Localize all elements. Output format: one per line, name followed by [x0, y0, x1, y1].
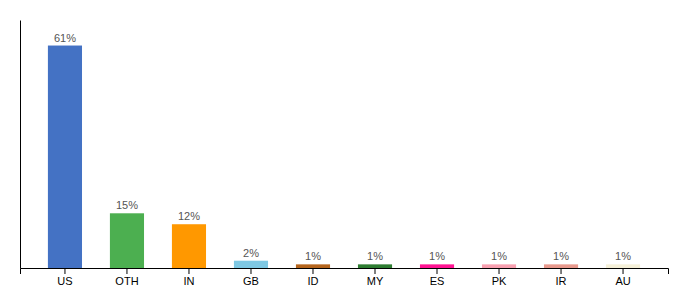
- tick-mark: [437, 268, 438, 274]
- data-label: 2%: [243, 247, 259, 259]
- bar: [482, 264, 516, 268]
- tick-label: MY: [367, 275, 384, 287]
- plot: US OTH IN GB ID MY ES PK IR AU 61% 15% 12% 2% 1% 1% 1% 1%…: [21, 21, 669, 287]
- data-label: 1%: [615, 250, 631, 262]
- tick-mark: [126, 268, 127, 274]
- data-label: 1%: [491, 250, 507, 262]
- data-label: 1%: [553, 250, 569, 262]
- tick-mark: [623, 268, 624, 274]
- tick-label: PK: [492, 275, 507, 287]
- bar: [48, 46, 82, 268]
- x-axis: US OTH IN GB ID MY ES PK IR AU: [21, 268, 669, 287]
- bar: [172, 224, 206, 268]
- data-label: 61%: [54, 32, 76, 44]
- bar: [420, 264, 454, 268]
- data-label: 1%: [367, 250, 383, 262]
- bars: [48, 46, 640, 268]
- tick-label: AU: [615, 275, 630, 287]
- data-label: 1%: [429, 250, 445, 262]
- tick-mark: [499, 268, 500, 274]
- data-label: 12%: [178, 210, 200, 222]
- tick: IR: [556, 268, 567, 287]
- data-label: 15%: [116, 199, 138, 211]
- tick-mark: [64, 268, 65, 274]
- data-labels: 61% 15% 12% 2% 1% 1% 1% 1% 1% 1%: [54, 32, 631, 263]
- chart: US OTH IN GB ID MY ES PK IR AU 61% 15% 12% 2% 1% 1% 1% 1%…: [0, 0, 680, 300]
- tick: GB: [243, 268, 259, 287]
- bar: [110, 213, 144, 268]
- tick-label: OTH: [115, 275, 138, 287]
- tick: MY: [367, 268, 384, 287]
- tick: US: [57, 268, 72, 287]
- tick: IN: [183, 268, 194, 287]
- tick-mark: [188, 268, 189, 274]
- data-label: 1%: [305, 250, 321, 262]
- axis-domain: [21, 269, 669, 275]
- tick-mark: [312, 268, 313, 274]
- tick-mark: [250, 268, 251, 274]
- tick-label: GB: [243, 275, 259, 287]
- tick-mark: [375, 268, 376, 274]
- tick: OTH: [115, 268, 138, 287]
- y-axis: [20, 21, 21, 269]
- bar: [296, 264, 330, 268]
- tick-label: ES: [430, 275, 445, 287]
- tick-label: IN: [183, 275, 194, 287]
- bar: [606, 264, 640, 268]
- bar: [234, 261, 268, 268]
- tick-label: ID: [307, 275, 318, 287]
- tick: ID: [307, 268, 318, 287]
- tick-mark: [561, 268, 562, 274]
- tick-label: IR: [556, 275, 567, 287]
- bar: [544, 264, 578, 268]
- tick: ES: [430, 268, 445, 287]
- tick-label: US: [57, 275, 72, 287]
- tick: AU: [615, 268, 630, 287]
- bar: [358, 264, 392, 268]
- tick: PK: [492, 268, 507, 287]
- axis-domain: [20, 21, 21, 269]
